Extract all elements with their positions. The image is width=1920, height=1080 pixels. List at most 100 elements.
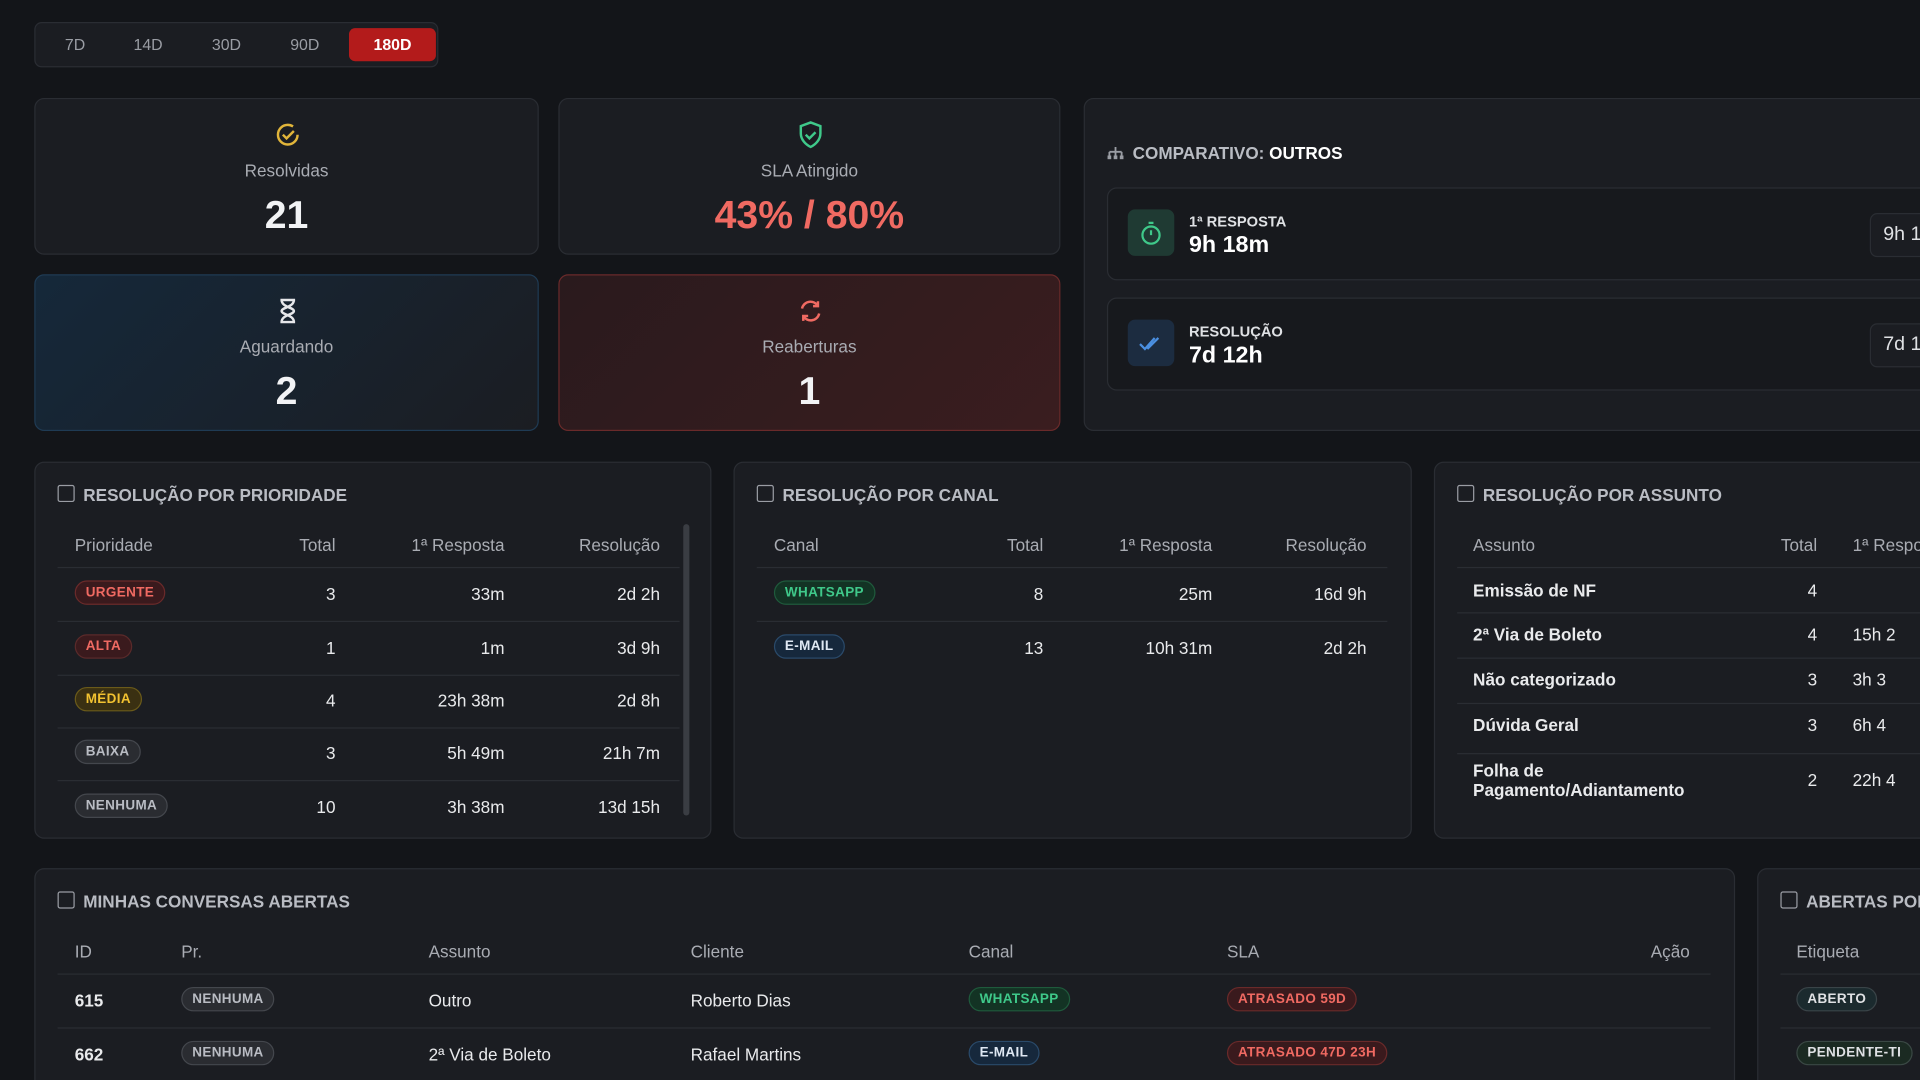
column-header: Pr. [181, 941, 203, 962]
panel-icon [756, 484, 774, 503]
scrollbar [683, 524, 690, 816]
row-divider [57, 620, 680, 623]
cell: 10h 31m [1145, 637, 1213, 658]
badge: MÉDIA [74, 686, 142, 712]
column-header: Cliente [690, 941, 744, 962]
header-divider [756, 566, 1388, 569]
priority-panel: RESOLUÇÃO POR PRIORIDADE Prioridade Total 1… [34, 461, 712, 839]
cell: Folha de Pagamento/Adiantamento [1473, 760, 1685, 800]
tags-panel: ABERTAS POR Etiqueta ABERTO PENDENTE-TI [1757, 868, 1920, 1080]
card-value: 2 [275, 368, 298, 413]
cell: 2ª Via de Boleto [1473, 624, 1602, 645]
badge: NENHUMA [181, 986, 275, 1012]
column-header: Canal [968, 941, 1014, 962]
icon [280, 298, 296, 324]
cell: 1 [325, 637, 336, 658]
badge: NENHUMA [181, 1040, 275, 1066]
badge: ATRASADO 59D [1226, 986, 1358, 1012]
cell: 22h 4 [1852, 770, 1896, 790]
column-header: 1ª Resposta [1119, 535, 1213, 555]
cell: 615 [74, 990, 104, 1011]
badge: ATRASADO 47D 23H [1226, 1040, 1388, 1066]
badge: E-MAIL [968, 1040, 1040, 1066]
subject-panel: RESOLUÇÃO POR ASSUNTO Assunto Total 1ª Resp… [1433, 461, 1920, 839]
cell: Outro [428, 990, 472, 1011]
metric-label: RESOLUÇÃO [1188, 323, 1283, 341]
metric-compare: 9h 18m [1869, 213, 1920, 258]
metric-icon [1127, 319, 1175, 367]
cell: 3d 9h [617, 637, 661, 658]
icon [800, 300, 821, 322]
header-divider [1780, 973, 1920, 975]
cell: 3h 3 [1852, 669, 1887, 690]
row-divider [1457, 656, 1920, 659]
metric-icon [1127, 209, 1175, 256]
card-value: 21 [264, 192, 309, 237]
column-header: Total [1007, 535, 1044, 555]
cell: 1m [480, 637, 505, 658]
row-divider [1780, 1027, 1920, 1029]
cell: 8 [1033, 584, 1044, 604]
card-label: Reaberturas [762, 336, 857, 357]
badge: BAIXA [74, 739, 141, 765]
card-reopened: Reaberturas 1 [558, 274, 1061, 432]
cell: 13d 15h [598, 797, 661, 817]
title: COMPARATIVO: [1132, 143, 1265, 163]
cell: 15h 2 [1852, 624, 1896, 645]
period-button[interactable]: 7D [64, 35, 86, 54]
panel-title: RESOLUÇÃO POR PRIORIDADE [83, 484, 348, 505]
cell: 3h 38m [447, 797, 505, 817]
column-header: Resolução [578, 535, 661, 555]
cell: Roberto Dias [690, 990, 791, 1011]
open-conversations-panel: MINHAS CONVERSAS ABERTAS ID Pr. Assunto Clie… [34, 868, 1736, 1080]
panel-title: RESOLUÇÃO POR CANAL [782, 484, 999, 505]
cell: 21h 7m [602, 743, 661, 763]
card-sla: SLA Atingido 43% / 80% [558, 97, 1061, 255]
row-divider [756, 620, 1388, 623]
cell: Não categorizado [1473, 669, 1616, 690]
column-header: Etiqueta [1796, 941, 1860, 962]
row-divider [57, 726, 680, 728]
badge: URGENTE [74, 580, 166, 605]
cell: Dúvida Geral [1473, 715, 1579, 735]
panel-icon [57, 484, 75, 503]
card-value: 43% / 80% [714, 192, 905, 237]
card-waiting: Aguardando 2 [34, 274, 539, 432]
cell: 2 [1807, 770, 1818, 790]
period-button[interactable]: 90D [290, 35, 320, 54]
period-button[interactable]: 30D [211, 35, 242, 54]
metric-compare: 7d 12h [1869, 323, 1920, 368]
channel-panel: RESOLUÇÃO POR CANAL Canal Total 1ª Resposta… [733, 461, 1412, 839]
panel-title: MINHAS CONVERSAS ABERTAS [83, 891, 350, 912]
cell: 3 [1807, 669, 1818, 690]
column-header: SLA [1226, 941, 1260, 962]
badge: ALTA [74, 634, 133, 659]
badge: WHATSAPP [773, 580, 875, 605]
column-header: 1ª Resposta [1852, 535, 1920, 555]
row-divider [57, 1027, 1711, 1029]
cell: 4 [1807, 580, 1818, 601]
period-button[interactable]: 14D [133, 35, 163, 54]
column-header: Ação [1650, 941, 1690, 962]
cell: 3 [325, 584, 336, 604]
cell: 2d 2h [1323, 637, 1367, 658]
cell: 2ª Via de Boleto [428, 1044, 551, 1065]
badge: NENHUMA [74, 793, 169, 818]
column-header: Prioridade [74, 535, 153, 555]
badge: WHATSAPP [968, 986, 1070, 1012]
column-header: Total [1780, 535, 1818, 555]
row-divider [1457, 702, 1920, 704]
badge: ABERTO [1796, 986, 1878, 1012]
badge: PENDENTE-TI [1796, 1040, 1913, 1066]
card-label: SLA Atingido [760, 160, 859, 181]
cell: 25m [1178, 584, 1213, 604]
cell: 33m [471, 584, 505, 604]
panel-title: ABERTAS POR [1806, 891, 1920, 912]
icon [1107, 146, 1124, 160]
period-button[interactable]: 180D [348, 28, 437, 62]
panel-title: COMPARATIVO: OUTROS [1133, 143, 1343, 163]
row-divider [57, 674, 680, 676]
